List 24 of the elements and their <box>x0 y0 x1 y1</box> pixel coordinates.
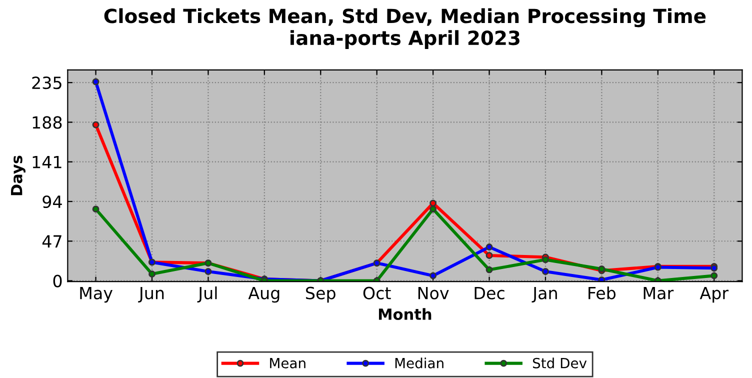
chart-title: Closed Tickets Mean, Std Dev, Median Processing Time iana-ports April 2023 <box>104 8 706 49</box>
x-tick-label: Apr <box>700 286 729 303</box>
y-tick-label: 94 <box>42 195 62 208</box>
x-tick-label: Jul <box>197 286 217 302</box>
x-tick-label: Nov <box>418 286 449 300</box>
x-tick-label: May <box>80 286 113 303</box>
y-tick-label: 47 <box>42 235 62 248</box>
x-tick-label: Aug <box>248 286 280 303</box>
y-tick-label: 141 <box>32 156 62 168</box>
x-tick-label: Oct <box>363 286 391 300</box>
x-tick-label: Feb <box>588 286 616 300</box>
y-tick-label: 0 <box>53 274 62 288</box>
x-tick-label: Dec <box>474 286 504 300</box>
legend-label: Mean <box>270 358 306 368</box>
legend-label: Median <box>395 358 444 368</box>
x-tick-label: Sep <box>306 286 336 303</box>
x-tick-label: Jun <box>138 286 164 302</box>
y-tick-label: 188 <box>32 116 62 129</box>
x-axis-title: Month <box>378 308 432 320</box>
legend-label: Std Dev <box>532 358 587 368</box>
y-axis-title: Days <box>11 156 26 196</box>
x-tick-label: Mar <box>644 286 674 300</box>
x-tick-label: Jan <box>532 286 557 302</box>
y-tick-label: 235 <box>32 76 62 90</box>
